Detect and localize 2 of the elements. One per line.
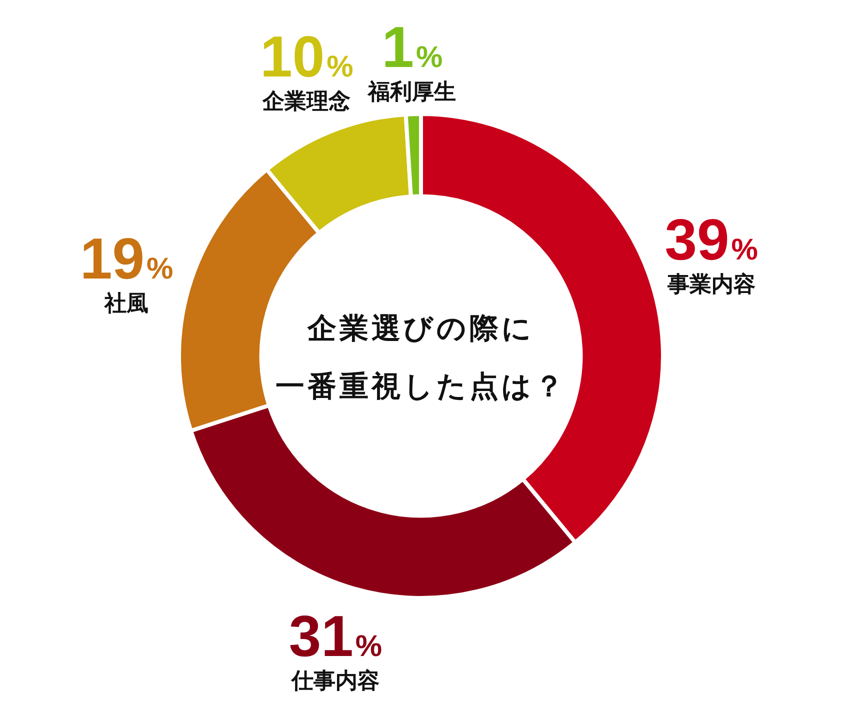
subtitle: 一番重視した点は？ <box>276 371 566 403</box>
title: 企業選びの際に <box>308 313 534 345</box>
